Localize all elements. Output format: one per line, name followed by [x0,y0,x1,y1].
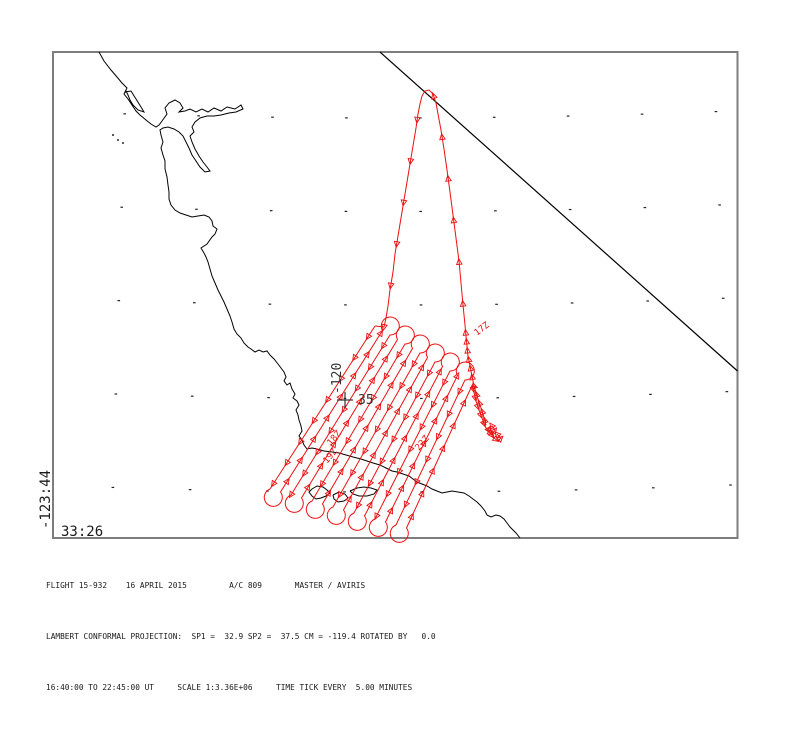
state-border-line [379,51,738,372]
footer-line-projection: LAMBERT CONFORMAL PROJECTION: SP1 = 32.9… [46,632,436,641]
islet-dots [112,134,124,144]
footer-line-flight: FLIGHT 15-932 16 APRIL 2015 A/C 809 MAST… [46,581,366,590]
footer-line-time: 16:40:00 TO 22:45:00 UT SCALE 1:3.36E+06… [46,683,413,692]
hour-label-17z: 17Z [473,320,492,338]
california-coastline [98,51,521,539]
track-landing-squiggle [487,425,502,442]
corner-longitude-label: -123:44 [38,469,54,529]
time-tick-markers [270,91,504,521]
flight-track [263,89,502,543]
ref-latitude-label: 35 [358,393,374,408]
graticule-dots [111,110,732,493]
corner-latitude-label: 33:26 [61,524,104,540]
reference-cross: -120 35 [330,363,374,408]
track-north-loop [374,89,466,328]
map-frame [52,51,739,539]
survey-pattern [263,316,475,543]
ref-longitude-label: -120 [330,363,345,394]
flight-plot-screen: 17Z 18Z 19Z 22Z -120 35 -123:44 33:26 FLIGHT … [38,51,739,692]
footer-text-block: FLIGHT 15-932 16 APRIL 2015 A/C 809 MAST… [46,543,436,730]
